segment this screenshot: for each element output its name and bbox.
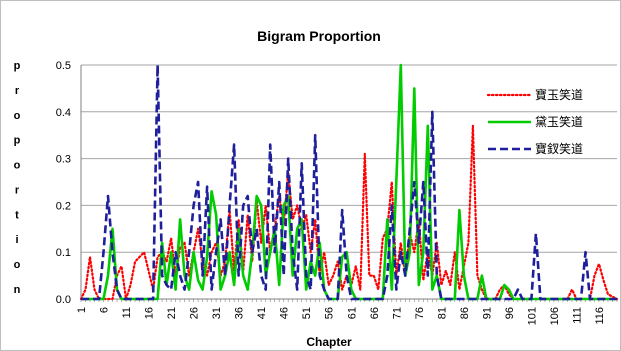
x-tick-label: 101 xyxy=(526,307,538,325)
x-tick-label: 11 xyxy=(121,307,133,318)
series-line-3 xyxy=(81,63,617,301)
x-tick-label: 46 xyxy=(279,307,291,319)
x-tick-label: 81 xyxy=(436,307,448,319)
x-tick-label: 41 xyxy=(256,307,268,319)
x-tick-labels: 1 6 11 16 21 26 31 36 41 46 51 56 61 66 71 76 81 86 91 96 10… xyxy=(76,307,606,325)
x-tick-label: 16 xyxy=(144,307,156,319)
x-tick-label: 106 xyxy=(549,307,561,325)
chart-title: Bigram Proportion xyxy=(257,28,381,44)
x-tick-label: 61 xyxy=(346,307,358,319)
y-tick-label: 0.5 xyxy=(56,60,71,72)
y-axis-label-letter: o xyxy=(14,259,21,271)
y-axis-label-letter: o xyxy=(14,110,21,122)
x-tick-label: 26 xyxy=(189,307,201,319)
x-tick-label: 36 xyxy=(234,307,246,319)
series-line-1 xyxy=(79,124,619,301)
y-axis-label-letter: r xyxy=(15,184,20,196)
x-tick-label: 111 xyxy=(571,307,583,324)
y-tick-label: 0.1 xyxy=(56,247,71,259)
x-tick-label: 116 xyxy=(594,307,606,325)
y-tick-label: 0.3 xyxy=(56,154,71,166)
y-axis-label-letter: i xyxy=(15,234,18,246)
y-axis-label-letter: t xyxy=(15,209,19,221)
y-axis-label-letter: r xyxy=(15,85,20,97)
y-tick-labels: 0.0 0.1 0.2 0.3 0.4 0.5 xyxy=(56,60,71,306)
x-tick-label: 1 xyxy=(76,307,88,313)
y-tick-label: 0.4 xyxy=(56,107,71,119)
x-tick-label: 56 xyxy=(324,307,336,319)
x-tick-label: 71 xyxy=(391,307,403,319)
legend-label-1: 寶玉笑道 xyxy=(535,87,583,102)
y-axis-label-letter: p xyxy=(14,60,21,72)
x-tick-label: 76 xyxy=(414,307,426,319)
legend-label-2: 黛玉笑道 xyxy=(535,114,583,129)
x-tick-label: 51 xyxy=(301,307,313,319)
x-tick-label: 31 xyxy=(211,307,223,319)
x-tick-label: 91 xyxy=(481,307,493,319)
x-tick-label: 96 xyxy=(504,307,516,319)
y-tick-label: 0.0 xyxy=(56,294,71,306)
x-tick-label: 21 xyxy=(166,307,178,319)
legend-label-3: 寶釵笑道 xyxy=(535,141,583,156)
plot-series xyxy=(79,63,619,301)
y-axis-label-letter: o xyxy=(14,160,21,172)
y-axis-label-letter: n xyxy=(14,284,21,296)
x-axis-label: Chapter xyxy=(306,335,352,349)
x-tick-label: 66 xyxy=(369,307,381,319)
x-tick-label: 86 xyxy=(459,307,471,319)
y-axis-label-letter: p xyxy=(14,135,21,147)
y-tick-label: 0.2 xyxy=(56,200,71,212)
x-tick-label: 6 xyxy=(99,307,111,313)
